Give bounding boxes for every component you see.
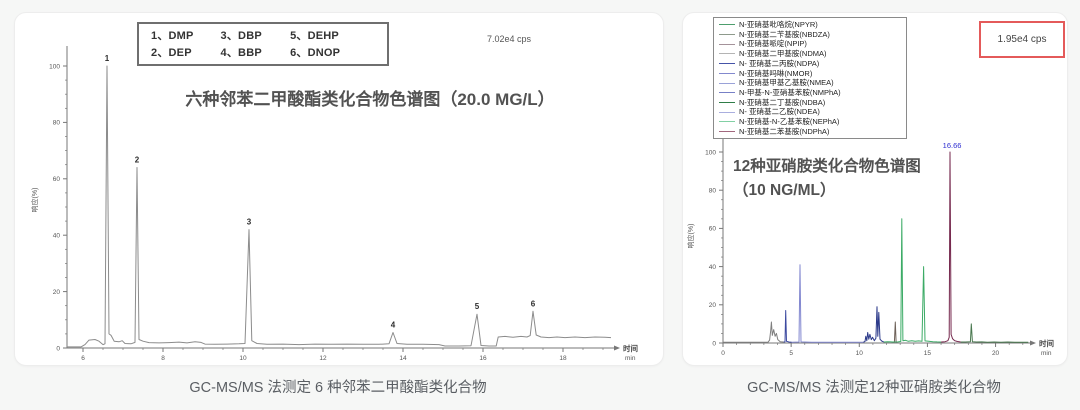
svg-text:时间: 时间 (1039, 338, 1054, 348)
nitrosamine-chromatogram-card: 0 5 10 15 20 0 20 40 60 80 100 时间 min 16.66 N-亚硝基吡咯烷(… (682, 12, 1068, 366)
left-y-axis-label: 响应(%) (32, 187, 39, 213)
legend-item-9: N- 亚硝基二乙胺(NDEA) (719, 107, 903, 117)
legend-item-5: N-亚硝基吗啉(NMOR) (719, 69, 903, 79)
svg-text:20: 20 (53, 289, 61, 296)
svg-text:5: 5 (789, 350, 793, 357)
svg-text:min: min (1041, 350, 1052, 357)
legend-item-label: N-亚硝基吡咯烷(NPYR) (739, 20, 818, 29)
svg-text:20: 20 (992, 350, 1000, 357)
legend-entry-bbp: 4、BBP (220, 47, 262, 59)
right-chart-title-line2: （10 NG/ML） (733, 182, 836, 200)
legend-swatch-line (719, 131, 735, 133)
legend-swatch-line (719, 24, 735, 26)
svg-text:100: 100 (49, 63, 60, 70)
svg-text:min: min (625, 355, 636, 362)
svg-text:2: 2 (135, 156, 140, 165)
svg-text:10: 10 (239, 355, 247, 362)
svg-text:0: 0 (56, 345, 60, 352)
right-y-axis-label: 响应(%) (688, 223, 695, 249)
svg-text:0: 0 (721, 350, 725, 357)
svg-text:60: 60 (709, 226, 717, 233)
legend-item-7: N-甲基-N-亚硝基苯胺(NMPhA) (719, 88, 903, 98)
legend-item-10: N-亚硝基-N-乙基苯胺(NEPhA) (719, 117, 903, 127)
right-figure-caption: GC-MS/MS 法测定12种亚硝胺类化合物 (747, 380, 1001, 396)
svg-text:15: 15 (924, 350, 932, 357)
svg-text:10: 10 (856, 350, 864, 357)
svg-text:16: 16 (479, 355, 487, 362)
legend-entry-dbp: 3、DBP (220, 30, 262, 42)
legend-item-label: N- 亚硝基二乙胺(NDEA) (739, 107, 820, 117)
legend-swatch-line (719, 82, 735, 84)
svg-text:100: 100 (705, 149, 716, 156)
legend-item-8: N-亚硝基二丁基胺(NDBA) (719, 98, 903, 108)
svg-text:8: 8 (161, 355, 165, 362)
svg-text:6: 6 (531, 299, 536, 308)
legend-item-label: N- 亚硝基二丙胺(NDPA) (739, 58, 820, 68)
svg-text:12: 12 (319, 355, 327, 362)
legend-item-6: N-亚硝基甲基乙基胺(NMEA) (719, 78, 903, 88)
legend-item-label: N-亚硝基二苯基胺(NDPhA) (739, 126, 830, 136)
svg-text:3: 3 (247, 218, 252, 227)
svg-text:80: 80 (53, 120, 61, 127)
legend-swatch-line (719, 92, 735, 94)
legend-item-label: N-亚硝基哌啶(NPIP) (739, 39, 807, 49)
legend-entry-dmp: 1、DMP (151, 30, 194, 42)
svg-text:0: 0 (712, 340, 716, 347)
legend-item-4: N- 亚硝基二丙胺(NDPA) (719, 59, 903, 69)
legend-swatch-line (719, 43, 735, 45)
right-cps-readout-box: 1.95e4 cps (979, 21, 1065, 58)
legend-swatch-line (719, 121, 735, 123)
legend-entry-dep: 2、DEP (151, 47, 192, 59)
nitrosamine-legend-box: N-亚硝基吡咯烷(NPYR) N-亚硝基二苄基胺(NBDZA) N-亚硝基哌啶(NP… (713, 17, 907, 140)
phthalate-legend-box: 1、DMP 3、DBP 5、DEHP 2、DEP 4、BBP 6、DNOP (137, 22, 389, 66)
svg-text:18: 18 (559, 355, 567, 362)
legend-item-0: N-亚硝基吡咯烷(NPYR) (719, 20, 903, 30)
legend-swatch-line (719, 53, 735, 55)
svg-text:6: 6 (81, 355, 85, 362)
legend-entry-dnop: 6、DNOP (290, 47, 341, 59)
legend-item-label: N-亚硝基二甲基胺(NDMA) (739, 49, 827, 59)
svg-text:40: 40 (709, 264, 717, 271)
legend-swatch-line (719, 34, 735, 36)
svg-text:40: 40 (53, 233, 61, 240)
svg-text:80: 80 (709, 188, 717, 195)
left-chart-title: 六种邻苯二甲酸酯类化合物色谱图（20.0 MG/L） (185, 90, 555, 109)
legend-item-1: N-亚硝基二苄基胺(NBDZA) (719, 30, 903, 40)
left-figure-caption: GC-MS/MS 法测定 6 种邻苯二甲酸酯类化合物 (189, 380, 487, 396)
legend-entry-dehp: 5、DEHP (290, 30, 339, 42)
legend-item-label: N-甲基-N-亚硝基苯胺(NMPhA) (739, 87, 841, 97)
svg-text:16.66: 16.66 (943, 141, 962, 150)
legend-swatch-line (719, 101, 735, 103)
legend-item-label: N-亚硝基-N-乙基苯胺(NEPhA) (739, 117, 840, 127)
legend-item-label: N-亚硝基吗啉(NMOR) (739, 68, 813, 78)
legend-item-2: N-亚硝基哌啶(NPIP) (719, 39, 903, 49)
svg-text:60: 60 (53, 176, 61, 183)
legend-item-label: N-亚硝基二苄基胺(NBDZA) (739, 29, 830, 39)
left-cps-readout: 7.02e4 cps (487, 34, 532, 44)
legend-item-label: N-亚硝基甲基乙基胺(NMEA) (739, 78, 834, 88)
legend-swatch-line (719, 111, 735, 113)
legend-item-11: N-亚硝基二苯基胺(NDPhA) (719, 127, 903, 137)
legend-item-label: N-亚硝基二丁基胺(NDBA) (739, 97, 826, 107)
right-cps-readout: 1.95e4 cps (997, 34, 1047, 45)
svg-text:20: 20 (709, 302, 717, 309)
legend-swatch-line (719, 63, 735, 65)
svg-text:4: 4 (391, 320, 396, 329)
phthalate-chromatogram-card: 6 8 10 12 14 16 18 0 20 40 60 80 100 时间 min 1 2 3 4 5 6 1、DM… (14, 12, 664, 366)
right-chart-title: 12种亚硝胺类化合物色谱图 （10 NG/ML） (733, 155, 921, 203)
legend-swatch-line (719, 72, 735, 74)
svg-text:5: 5 (475, 302, 480, 311)
svg-text:1: 1 (105, 54, 110, 63)
svg-text:14: 14 (399, 355, 407, 362)
svg-text:时间: 时间 (623, 343, 638, 353)
legend-item-3: N-亚硝基二甲基胺(NDMA) (719, 49, 903, 59)
nitrosamine-chromatogram-plot: 0 5 10 15 20 0 20 40 60 80 100 时间 min 16.66 (705, 132, 1054, 357)
right-chart-title-line1: 12种亚硝胺类化合物色谱图 (733, 158, 921, 175)
